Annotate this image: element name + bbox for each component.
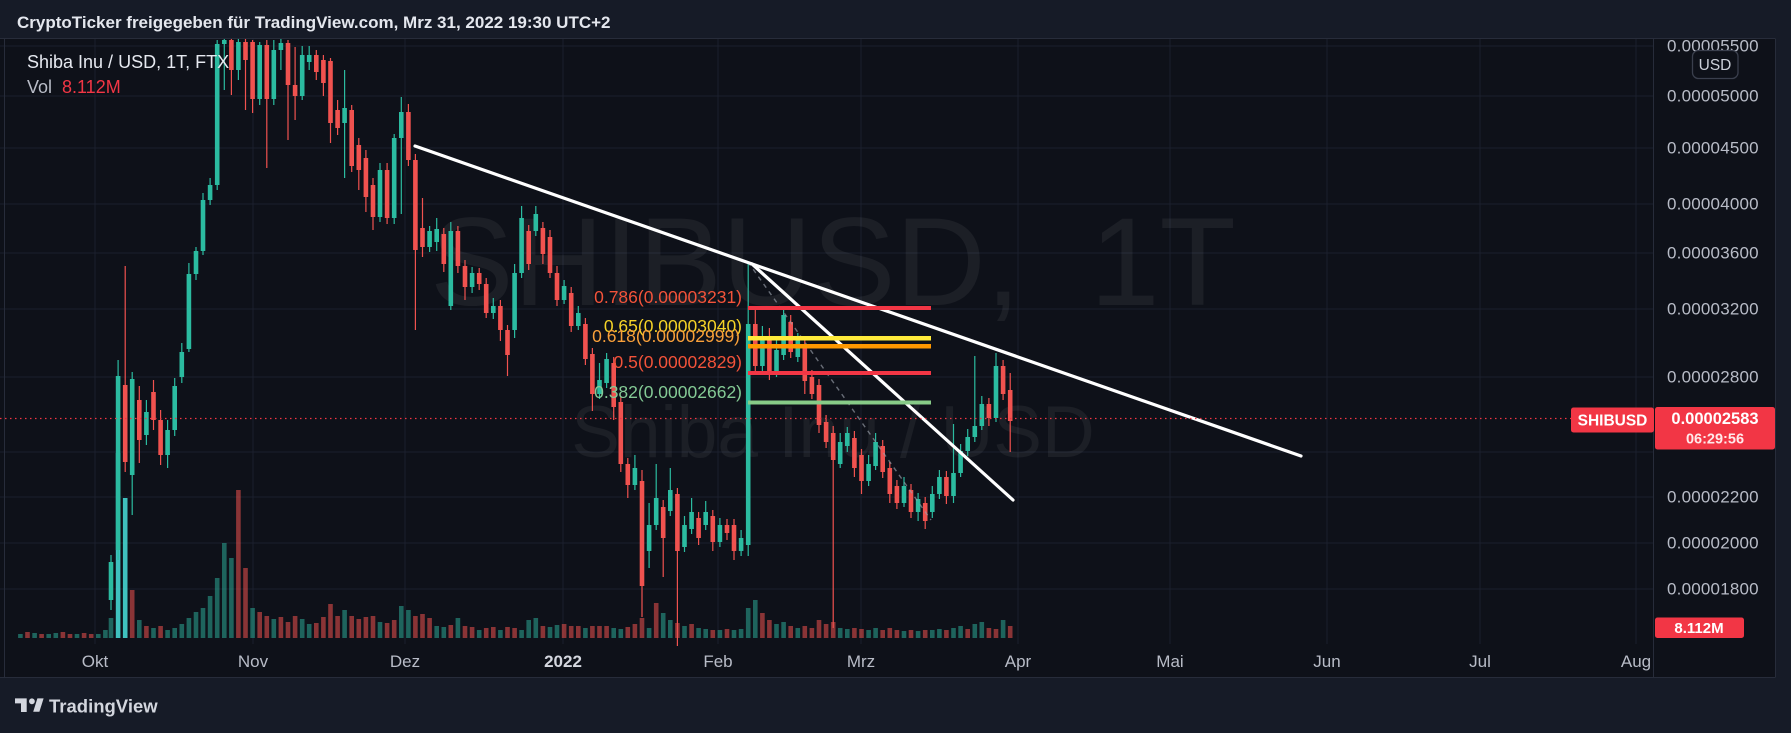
svg-text:Jun: Jun <box>1313 652 1340 671</box>
svg-text:Mai: Mai <box>1156 652 1183 671</box>
svg-text:0.00001800: 0.00001800 <box>1667 580 1759 599</box>
svg-text:USD: USD <box>1699 57 1732 74</box>
svg-text:TradingView: TradingView <box>49 696 158 717</box>
svg-text:0.65(0.00003040): 0.65(0.00003040) <box>604 316 742 336</box>
svg-text:0.00002800: 0.00002800 <box>1667 368 1759 387</box>
svg-text:CryptoTicker freigegeben für T: CryptoTicker freigegeben für TradingView… <box>17 13 610 32</box>
svg-text:Apr: Apr <box>1005 652 1032 671</box>
svg-text:0.00005500: 0.00005500 <box>1667 37 1759 56</box>
svg-text:0.618(0.00002999): 0.618(0.00002999) <box>592 326 740 346</box>
svg-text:0.786(0.00003231): 0.786(0.00003231) <box>594 287 742 307</box>
svg-text:0.5(0.00002829): 0.5(0.00002829) <box>614 352 742 372</box>
svg-text:Aug: Aug <box>1621 652 1651 671</box>
svg-text:Vol: Vol <box>27 77 52 97</box>
svg-text:Shiba Inu / USD, 1T, FTX: Shiba Inu / USD, 1T, FTX <box>27 52 229 72</box>
svg-text:0.00002583: 0.00002583 <box>1671 410 1758 428</box>
svg-text:0.00002000: 0.00002000 <box>1667 534 1759 553</box>
svg-text:Feb: Feb <box>703 652 732 671</box>
svg-text:Mrz: Mrz <box>847 652 875 671</box>
svg-text:Dez: Dez <box>390 652 420 671</box>
svg-text:8.112M: 8.112M <box>62 77 121 97</box>
svg-text:8.112M: 8.112M <box>1674 620 1723 637</box>
svg-text:06:29:56: 06:29:56 <box>1686 432 1744 448</box>
svg-text:0.00003600: 0.00003600 <box>1667 244 1759 263</box>
svg-text:0.382(0.00002662): 0.382(0.00002662) <box>594 382 742 402</box>
svg-text:0.00002200: 0.00002200 <box>1667 488 1759 507</box>
svg-text:Nov: Nov <box>238 652 269 671</box>
svg-text:0.00003200: 0.00003200 <box>1667 300 1759 319</box>
svg-text:0.00005000: 0.00005000 <box>1667 87 1759 106</box>
svg-text:0.00004000: 0.00004000 <box>1667 195 1759 214</box>
svg-text:2022: 2022 <box>544 652 582 671</box>
svg-text:Jul: Jul <box>1469 652 1491 671</box>
svg-text:SHIBUSD: SHIBUSD <box>1578 413 1648 430</box>
svg-text:0.00004500: 0.00004500 <box>1667 139 1759 158</box>
svg-text:Okt: Okt <box>82 652 109 671</box>
